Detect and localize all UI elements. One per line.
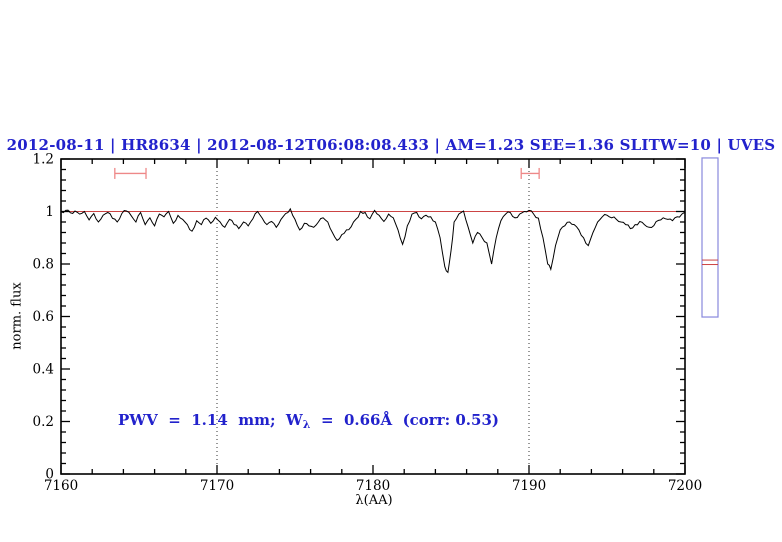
y-tick-label: 1.2: [33, 152, 54, 168]
spectrum-line: [60, 207, 686, 274]
x-tick-label: 7170: [200, 478, 234, 494]
y-tick-label: 0.2: [33, 414, 54, 430]
telluric-band-marker: [114, 167, 147, 179]
pwv-annotation-suffix: = 0.66Å (corr: 0.53): [310, 411, 500, 429]
axes-frame: [60, 158, 686, 475]
x-axis-ticks: [60, 159, 686, 474]
lambda-subscript: λ: [302, 418, 311, 431]
y-tick-label: 0.4: [33, 362, 54, 378]
plot-title: 2012-08-11 | HR8634 | 2012-08-12T06:08:0…: [6, 136, 776, 154]
y-axis-ticks: [61, 158, 685, 475]
y-tick-label: 0: [45, 467, 54, 483]
x-tick-label: 7180: [356, 478, 390, 494]
pwv-annotation-prefix: PWV = 1.14 mm; W: [118, 411, 303, 429]
x-tick-label: 7200: [668, 478, 702, 494]
y-tick-label: 0.8: [33, 257, 54, 273]
y-tick-label: 0.6: [33, 309, 54, 325]
pwv-annotation: PWV = 1.14 mm; Wλ = 0.66Å (corr: 0.53): [118, 411, 499, 431]
x-axis-label: λ(AA): [355, 493, 393, 508]
telluric-band-marker: [520, 167, 540, 179]
overview-panel-box: [701, 157, 719, 318]
x-tick-label: 7190: [512, 478, 546, 494]
y-tick-label: 1: [45, 204, 54, 220]
overview-panel: [701, 157, 719, 318]
x-tick-label: 7160: [44, 478, 78, 494]
